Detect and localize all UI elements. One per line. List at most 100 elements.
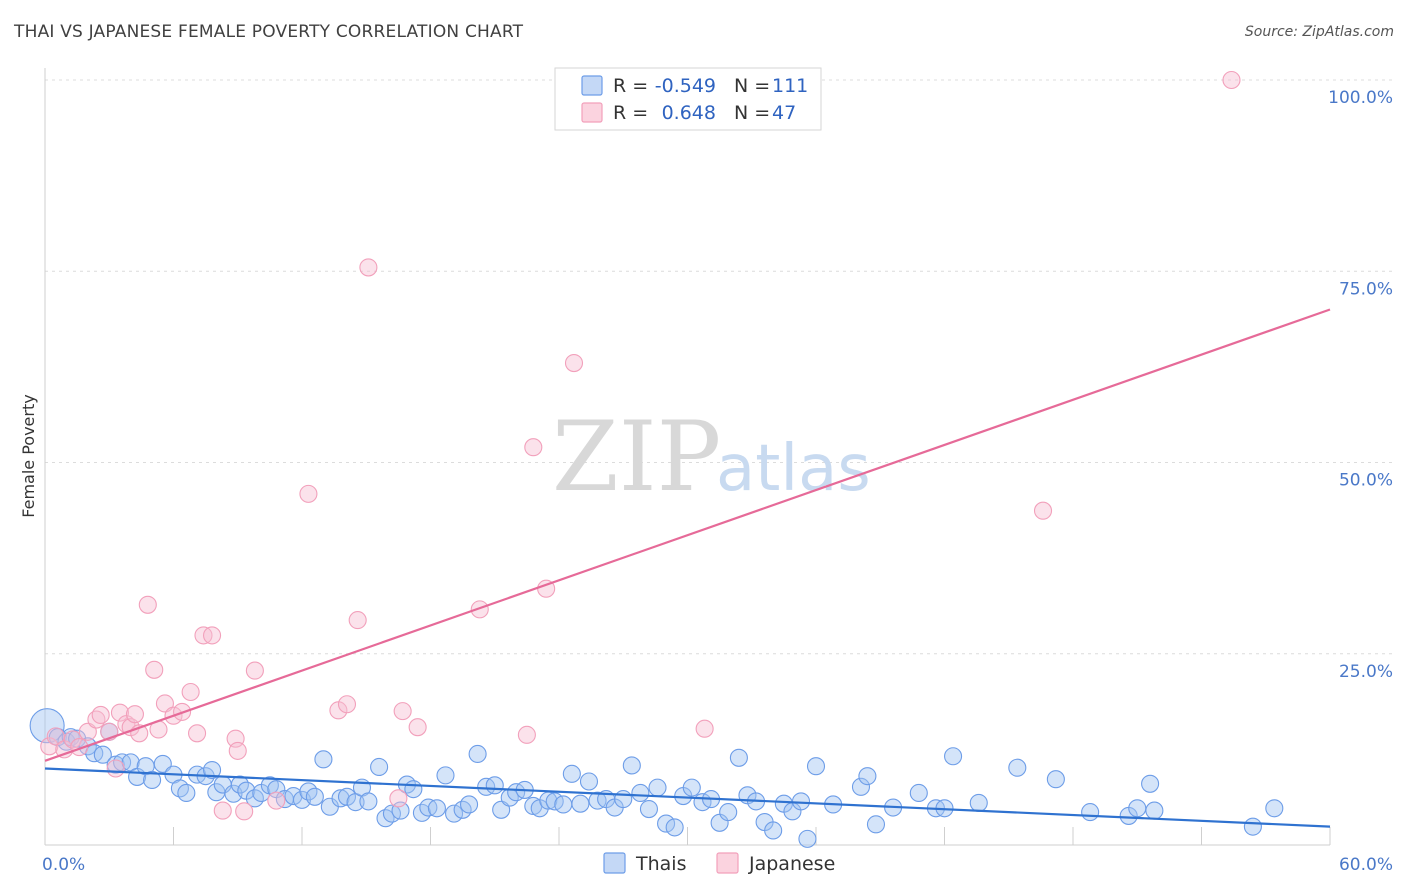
japanese-point <box>245 661 264 680</box>
legend-swatch-thais <box>581 75 603 96</box>
thais-point <box>143 770 162 790</box>
japanese-point <box>299 484 318 503</box>
thais-point <box>571 794 590 813</box>
trend-lines <box>44 308 1331 828</box>
japanese-point <box>408 718 427 737</box>
correlation-legend: R = -0.549 N = 111 R = 0.648 N = 47 <box>554 67 822 131</box>
x-tick-min: 0.0% <box>42 855 85 875</box>
thais-point <box>284 786 303 806</box>
japanese-point <box>470 600 489 619</box>
japanese-points <box>40 70 1241 821</box>
series-legend: Thais Japanese <box>603 852 835 875</box>
thais-point <box>203 760 222 780</box>
thais-point <box>492 800 511 819</box>
bottom-legend-swatch-japanese <box>716 852 739 874</box>
japanese-point <box>267 791 286 810</box>
thais-trend-line <box>44 767 1331 828</box>
japanese-point <box>155 694 174 713</box>
thais-point <box>909 783 928 803</box>
source-label: Source: ZipAtlas.com <box>1244 24 1394 40</box>
thais-point <box>468 744 487 764</box>
japanese-point <box>235 802 254 821</box>
legend-r-thais: -0.549 <box>655 75 716 97</box>
japanese-point <box>1222 70 1241 90</box>
thais-point <box>459 795 479 814</box>
thais-point <box>554 795 573 814</box>
y-tick-25: 25.0% <box>1339 662 1393 682</box>
japanese-trend-line <box>44 308 1331 762</box>
thais-point <box>648 778 667 797</box>
thais-point <box>1145 801 1164 820</box>
japanese-point <box>78 722 97 741</box>
thais-point <box>858 767 877 786</box>
thais-point <box>427 799 446 818</box>
thais-point <box>177 783 196 803</box>
thais-point <box>851 777 871 796</box>
thais-point <box>1243 817 1262 836</box>
japanese-point <box>337 695 357 714</box>
thais-point <box>337 787 357 806</box>
thais-point <box>359 792 378 811</box>
thais-point <box>1081 803 1100 822</box>
japanese-point <box>145 660 164 679</box>
thais-point <box>331 789 350 808</box>
japanese-point <box>110 703 130 722</box>
legend-n-label-japanese: N = <box>734 102 770 124</box>
thais-point <box>562 764 581 783</box>
legend-n-japanese: 47 <box>772 102 796 124</box>
japanese-point <box>125 705 144 724</box>
thais-point <box>404 780 423 799</box>
y-tick-labels: 25.0% 50.0% 75.0% 100.0% <box>1328 88 1393 682</box>
legend-n-label-thais: N = <box>734 75 770 97</box>
japanese-point <box>1033 501 1053 520</box>
thais-point <box>1141 774 1160 793</box>
thais-point <box>29 708 65 744</box>
watermark-atlas: atlas <box>716 432 871 506</box>
thais-point <box>376 809 395 828</box>
grid-lines <box>45 79 1392 655</box>
thais-point <box>969 793 988 812</box>
thais-point <box>93 745 112 764</box>
bottom-legend-thais: Thais <box>635 853 686 875</box>
japanese-point <box>63 730 82 749</box>
thais-point <box>682 778 701 797</box>
thais-point <box>764 821 783 840</box>
thais-point <box>579 772 599 791</box>
thais-point <box>1008 758 1027 777</box>
japanese-point <box>203 626 222 645</box>
thais-point <box>153 754 172 773</box>
thais-point <box>305 787 324 806</box>
thais-point <box>622 756 641 775</box>
japanese-point <box>106 759 125 778</box>
y-axis-label: Female Poverty <box>19 394 38 517</box>
thais-point <box>1265 799 1284 818</box>
japanese-point <box>564 353 584 373</box>
thais-point <box>631 783 650 803</box>
thais-point <box>445 804 464 823</box>
thais-point <box>798 829 817 848</box>
y-tick-100: 100.0% <box>1328 88 1393 108</box>
thais-point <box>314 750 333 769</box>
japanese-point <box>91 705 110 725</box>
thais-point <box>436 766 455 785</box>
japanese-point <box>213 801 232 820</box>
watermark-zip: ZIP <box>552 401 721 513</box>
japanese-point <box>348 611 367 630</box>
thais-points <box>29 708 1284 848</box>
thais-point <box>866 815 886 834</box>
chart-title: THAI VS JAPANESE FEMALE POVERTY CORRELAT… <box>14 22 524 42</box>
thais-point <box>370 757 389 777</box>
japanese-point <box>359 258 378 277</box>
thais-point <box>639 799 659 819</box>
thais-point <box>1046 770 1065 789</box>
thais-point <box>806 757 826 776</box>
thais-point <box>170 779 189 798</box>
japanese-point <box>389 789 408 808</box>
legend-n-thais: 111 <box>772 75 808 97</box>
thais-point <box>729 748 748 767</box>
bottom-legend-japanese: Japanese <box>748 853 835 875</box>
legend-swatch-japanese <box>581 102 603 123</box>
thais-point <box>665 818 684 837</box>
japanese-point <box>40 737 59 756</box>
legend-r-label-japanese: R = <box>613 102 648 124</box>
